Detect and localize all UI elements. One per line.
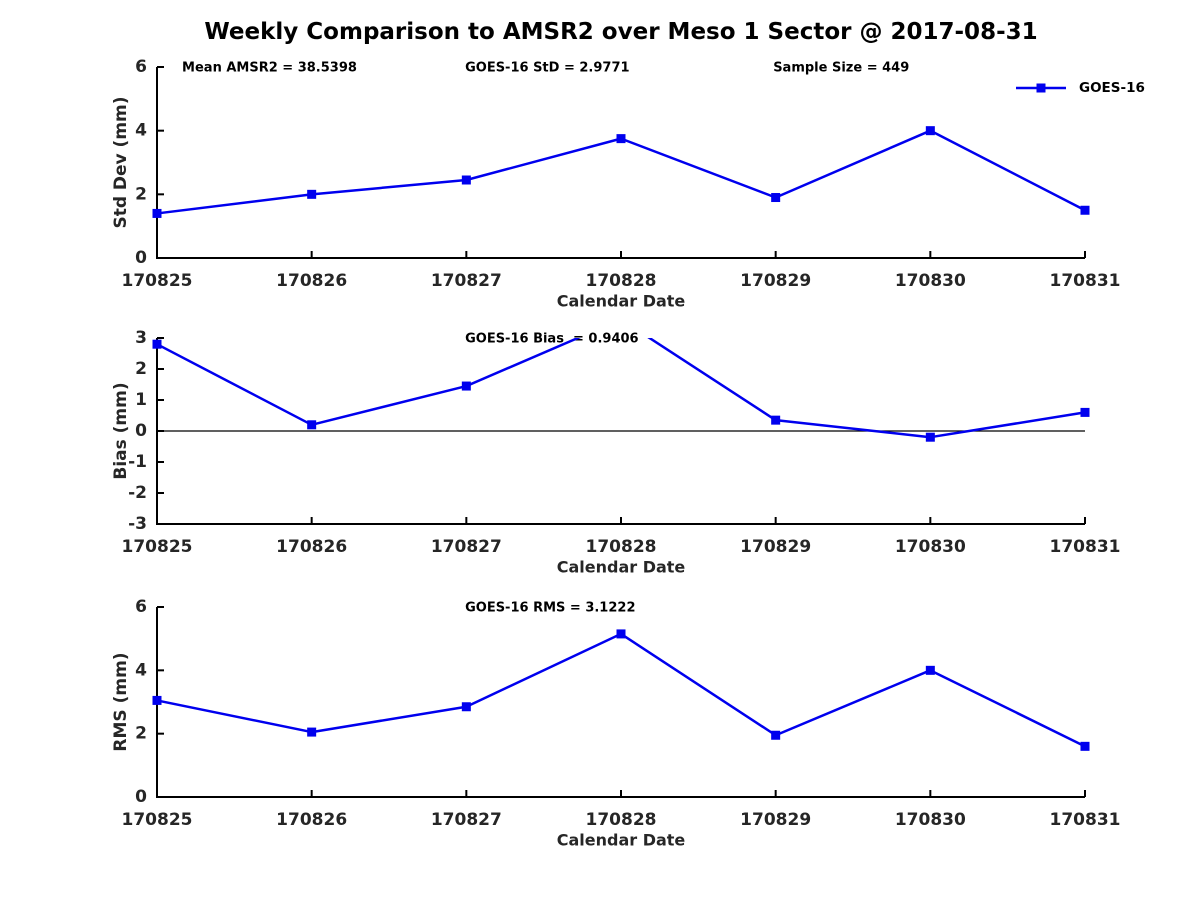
y-tick-label: -1 [128,452,147,472]
x-tick-label: 170829 [740,537,811,557]
x-tick-label: 170825 [122,537,193,557]
x-tick-label: 170829 [740,271,811,291]
x-axis-label: Calendar Date [557,292,686,311]
y-tick-label: 0 [135,787,147,807]
y-tick-label: 4 [135,121,147,141]
data-point-marker [771,730,781,740]
data-point-marker [461,175,471,185]
x-tick-label: 170825 [122,271,193,291]
annotation: GOES-16 RMS = 3.1222 [465,601,635,616]
x-tick-label: 170831 [1050,810,1121,830]
x-tick-label: 170829 [740,810,811,830]
x-tick-label: 170828 [586,271,657,291]
y-tick-label: 2 [135,359,147,379]
data-point-marker [461,702,471,712]
data-point-marker [1080,205,1090,215]
y-tick-label: 3 [135,328,147,348]
y-axis-label: Bias (mm) [111,382,131,479]
y-tick-label: 6 [135,597,147,617]
x-tick-label: 170825 [122,810,193,830]
y-tick-label: 0 [135,248,147,268]
x-tick-label: 170830 [895,810,966,830]
x-tick-label: 170830 [895,537,966,557]
x-tick-label: 170828 [586,810,657,830]
y-axis-label: Std Dev (mm) [111,96,131,228]
annotation: GOES-16 StD = 2.9771 [465,61,629,76]
x-axis-label: Calendar Date [557,558,686,577]
x-tick-label: 170827 [431,810,502,830]
annotation: Sample Size = 449 [773,61,909,76]
data-point-marker [925,432,935,442]
y-tick-label: 2 [135,724,147,744]
data-point-marker [461,381,471,391]
data-point-marker [1080,741,1090,751]
y-tick-label: -2 [128,483,147,503]
data-point-marker [307,727,317,737]
x-tick-label: 170827 [431,537,502,557]
legend-marker [1036,83,1046,93]
y-tick-label: 4 [135,660,147,680]
x-tick-label: 170826 [276,271,347,291]
data-point-marker [925,665,935,675]
data-point-marker [152,695,162,705]
data-point-marker [771,415,781,425]
subplot-std-dev: 0 2 4 6 170825 170826 170827 170828 170829 170830… [111,57,1145,311]
data-point-marker [925,126,935,136]
data-point-marker [152,208,162,218]
data-point-marker [152,339,162,349]
annotation: Mean AMSR2 = 38.5398 [182,61,357,76]
data-point-marker [1080,407,1090,417]
data-line [156,632,1086,748]
legend: GOES-16 [1016,80,1145,96]
chart-title: Weekly Comparison to AMSR2 over Meso 1 S… [204,19,1038,45]
x-tick-label: 170826 [276,537,347,557]
data-point-marker [307,420,317,430]
y-tick-label: 6 [135,57,147,77]
data-point-marker [771,193,781,203]
data-point-marker [307,189,317,199]
y-tick-label: 0 [135,421,147,441]
y-tick-label: 2 [135,184,147,204]
data-point-marker [616,134,626,144]
x-tick-label: 170830 [895,271,966,291]
legend-label: GOES-16 [1079,80,1145,96]
x-tick-label: 170827 [431,271,502,291]
subplot-bias: -3 -2 -1 0 1 2 3 170825 170826 170827 170828 170829… [111,328,1121,577]
x-tick-label: 170831 [1050,271,1121,291]
x-axis-label: Calendar Date [557,831,686,850]
x-tick-label: 170826 [276,810,347,830]
annotation: GOES-16 Bias = 0.9406 [465,332,639,347]
data-point-marker [616,629,626,639]
x-tick-label: 170828 [586,537,657,557]
y-tick-label: 1 [135,390,147,410]
y-tick-label: -3 [128,514,147,534]
x-tick-label: 170831 [1050,537,1121,557]
subplot-rms: 0 2 4 6 170825 170826 170827 170828 170829 170830… [111,597,1120,850]
y-axis-label: RMS (mm) [111,652,131,751]
